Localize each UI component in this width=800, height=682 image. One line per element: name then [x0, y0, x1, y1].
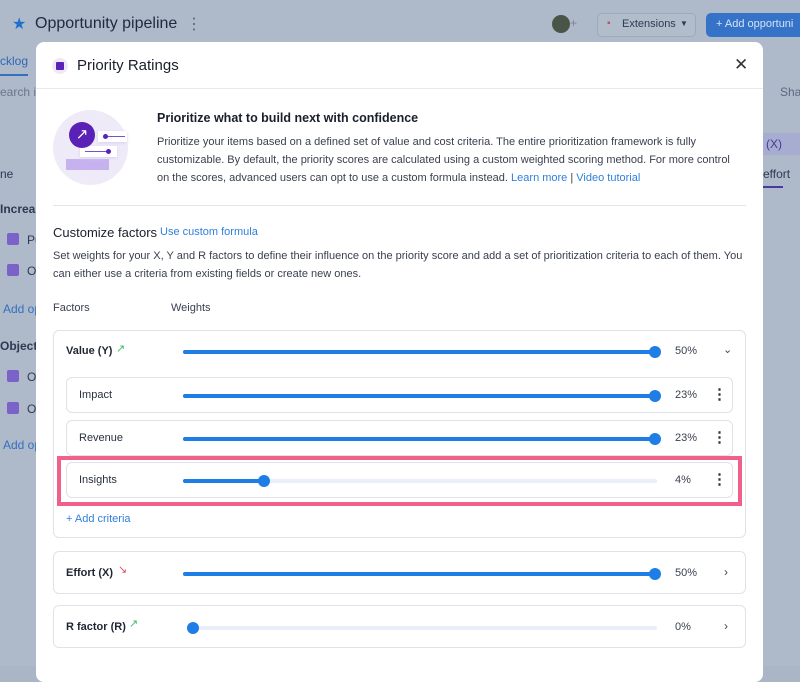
weight-slider[interactable] [183, 568, 661, 580]
slider-fill [183, 572, 657, 576]
dialog-title: Priority Ratings [77, 57, 179, 74]
trend-up-icon: ↗ [129, 618, 139, 630]
dialog-header: Priority Ratings ✕ [36, 42, 763, 89]
weight-slider[interactable] [183, 433, 661, 445]
highlight-box [57, 456, 742, 506]
slider-handle[interactable] [649, 390, 661, 402]
avatar[interactable] [552, 15, 570, 33]
criteria-name: Insights [79, 474, 117, 486]
video-tutorial-link[interactable]: Video tutorial [576, 172, 641, 184]
slider-fill [183, 394, 657, 398]
add-opportunity-link[interactable]: Add op [3, 302, 42, 316]
more-icon[interactable]: ⋮ [186, 16, 202, 33]
weight-value: 0% [675, 621, 691, 633]
slider-handle[interactable] [649, 346, 661, 358]
trend-down-icon: ↘ [118, 564, 128, 576]
add-criteria-link[interactable]: + Add criteria [66, 513, 131, 525]
priority-ratings-dialog: Priority Ratings ✕ ↗ Prioritize what to … [36, 42, 763, 682]
criteria-card-revenue: Revenue 23% ⋮ [66, 420, 733, 456]
weight-value: 50% [675, 345, 698, 357]
intro-text: Prioritize your items based on a defined… [157, 136, 730, 184]
slider-fill [183, 479, 264, 483]
section-divider [53, 205, 746, 206]
add-member-icon[interactable]: + [570, 16, 578, 30]
factor-name: Value (Y) [66, 345, 113, 357]
chevron-down-icon[interactable]: ⌄ [723, 344, 733, 356]
slider-fill [183, 437, 657, 441]
use-custom-formula-link[interactable]: Use custom formula [160, 226, 258, 238]
list-item[interactable]: O [27, 264, 37, 278]
weight-value: 50% [675, 567, 698, 579]
more-options-icon[interactable]: ⋮ [712, 429, 727, 446]
item-icon [7, 370, 19, 382]
chevron-right-icon[interactable]: › [724, 565, 728, 579]
tab-effort[interactable]: effort [763, 167, 791, 181]
weight-slider[interactable] [183, 475, 657, 487]
column-header-effort: (X) [766, 137, 782, 151]
chevron-right-icon[interactable]: › [724, 619, 728, 633]
caret-down-icon: ▼ [680, 19, 688, 28]
app-title: Opportunity pipeline [35, 15, 178, 32]
factor-card-effort[interactable]: Effort (X) ↘ 50% › [53, 551, 746, 594]
weights-column-label: Weights [171, 302, 211, 314]
trend-up-icon: ↗ [116, 343, 126, 355]
link-separator: | [570, 172, 574, 184]
slider-handle[interactable] [649, 433, 661, 445]
close-icon[interactable]: ✕ [734, 55, 749, 74]
add-opportunity-label: + Add opportuni [716, 18, 794, 30]
weight-slider[interactable] [187, 622, 657, 634]
weight-slider[interactable] [183, 390, 661, 402]
more-options-icon[interactable]: ⋮ [712, 471, 727, 488]
factor-name: R factor (R) [66, 621, 126, 633]
extensions-grid-icon: ▪ [607, 18, 611, 29]
group-header: Objecti [0, 339, 41, 353]
item-icon [7, 264, 19, 276]
slider-fill [183, 350, 657, 354]
factors-column-label: Factors [53, 302, 90, 314]
priority-ratings-icon [52, 58, 68, 74]
factor-card-value: Value (Y) ↗ 50% ⌄ Impact 23% ⋮ Revenue 2… [53, 330, 746, 538]
criteria-card-impact: Impact 23% ⋮ [66, 377, 733, 413]
item-icon [7, 233, 19, 245]
search-input[interactable]: earch in [0, 85, 43, 99]
factor-name: Effort (X) [66, 567, 114, 579]
more-options-icon[interactable]: ⋮ [712, 386, 727, 403]
list-item[interactable]: O [27, 370, 37, 384]
intro-body: Prioritize your items based on a defined… [157, 133, 737, 187]
weight-value: 23% [675, 432, 698, 444]
weight-value: 23% [675, 389, 698, 401]
prioritize-illustration: ↗ [53, 110, 128, 185]
group-header: Increas [0, 202, 43, 216]
intro-heading: Prioritize what to build next with confi… [157, 111, 419, 125]
add-opportunity-link[interactable]: Add op [3, 438, 42, 452]
slider-handle[interactable] [257, 475, 270, 487]
weight-slider[interactable] [183, 346, 661, 358]
weight-value: 4% [675, 474, 691, 486]
slider-handle[interactable] [187, 622, 199, 634]
add-opportunity-button[interactable]: + Add opportuni [706, 13, 800, 37]
star-icon[interactable]: ★ [12, 16, 27, 33]
customize-description: Set weights for your X, Y and R factors … [53, 250, 743, 280]
extensions-label: Extensions [622, 18, 676, 30]
criteria-name: Revenue [79, 432, 124, 444]
criteria-card-insights: Insights 4% ⋮ [66, 462, 733, 498]
learn-more-link[interactable]: Learn more [511, 172, 568, 184]
tab-backlog[interactable]: cklog [0, 54, 29, 68]
item-icon [7, 402, 19, 414]
criteria-name: Impact [79, 389, 113, 401]
factor-card-r-factor[interactable]: R factor (R) ↗ 0% › [53, 605, 746, 648]
column-header: ne [0, 167, 14, 181]
slider-handle[interactable] [649, 568, 661, 580]
list-item[interactable]: O [27, 402, 37, 416]
share-button[interactable]: Sha [780, 85, 800, 99]
customize-factors-title: Customize factors [53, 225, 158, 240]
extensions-button[interactable]: ▪ Extensions ▼ [597, 13, 696, 37]
